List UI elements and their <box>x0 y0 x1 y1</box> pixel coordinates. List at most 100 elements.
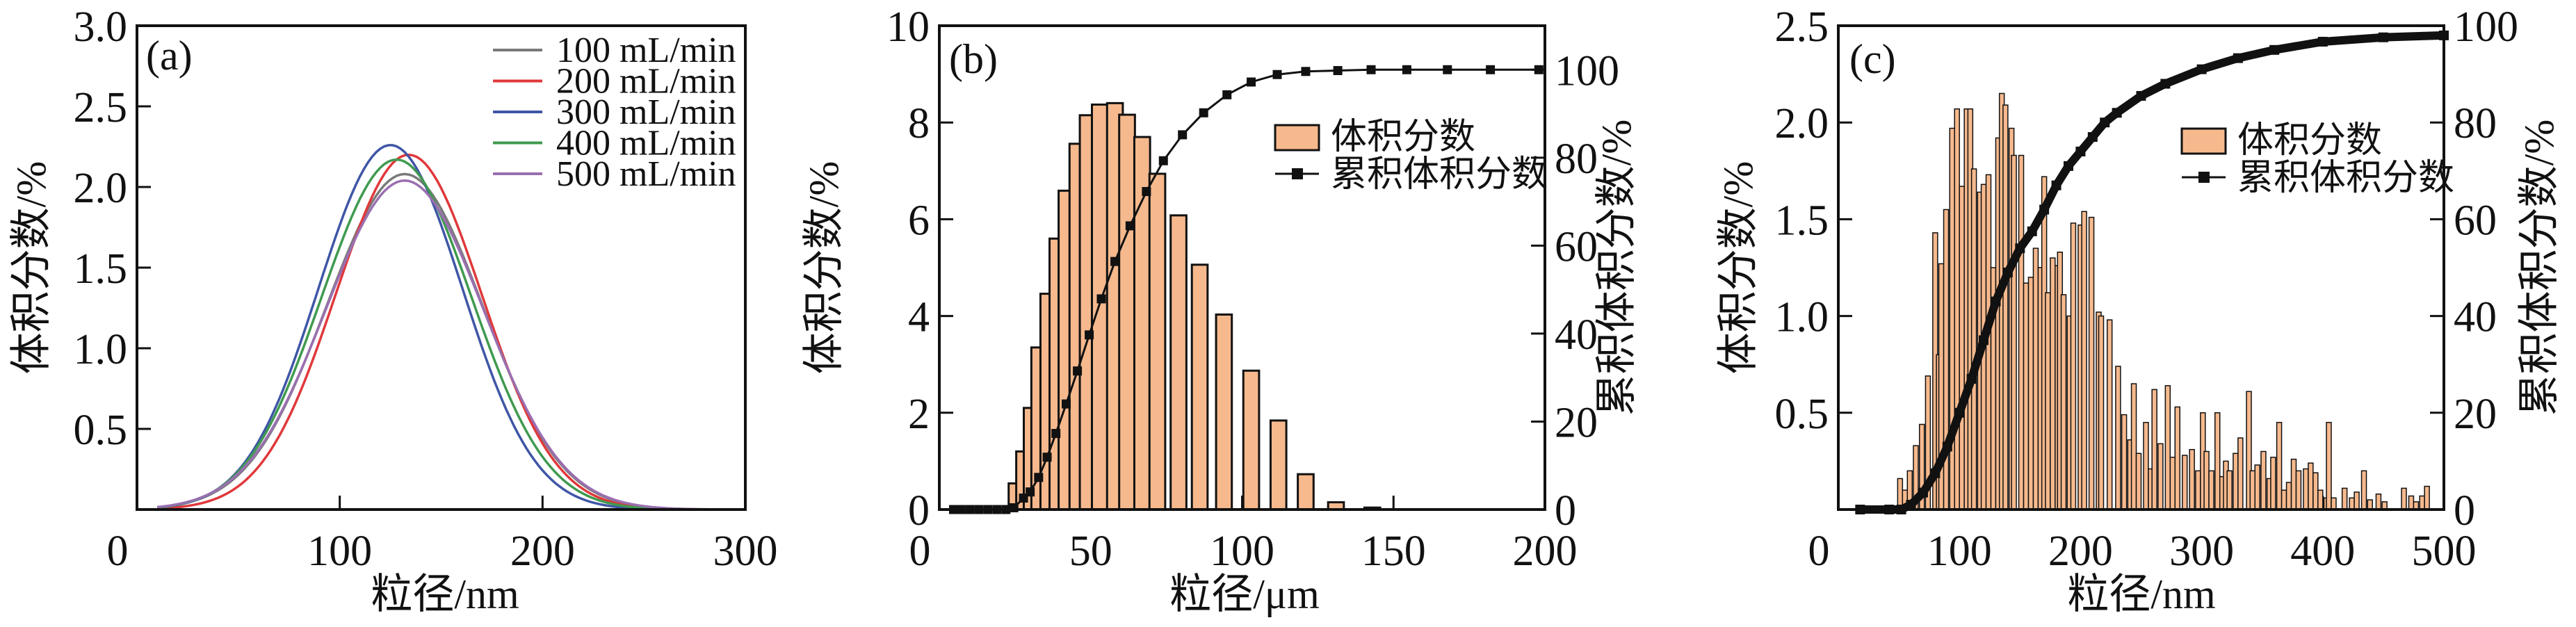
histogram-bar <box>2164 385 2171 510</box>
histogram-bar <box>2326 421 2332 510</box>
histogram-bar <box>2181 455 2188 510</box>
y-right-tick-label: 100 <box>2454 3 2518 51</box>
series-line-300 <box>157 144 745 511</box>
y-axis-right-label-c: 累积体积分数/% <box>2516 120 2562 416</box>
histogram-bar <box>2312 472 2319 510</box>
cumulative-marker <box>1061 399 1071 409</box>
y-tick-label: 1.0 <box>1775 294 1829 341</box>
histogram-bar <box>2121 414 2128 510</box>
cumulative-marker <box>1333 66 1343 76</box>
y-tick-label: 1.5 <box>74 245 128 293</box>
histogram-bar <box>2023 282 2030 510</box>
y-tick-label: 2.0 <box>1775 100 1829 147</box>
cumulative-marker <box>2317 36 2328 47</box>
histogram-bar <box>2249 470 2255 510</box>
histogram-bar <box>2208 470 2214 510</box>
legend-label: 200 mL/min <box>556 62 736 101</box>
y-right-tick-label: 40 <box>1555 311 1598 359</box>
y-right-tick-label: 60 <box>2454 197 2497 244</box>
cumulative-marker <box>2075 146 2086 156</box>
histogram-bar <box>2270 457 2276 510</box>
x-axis-label-a: 粒径/nm <box>371 571 519 617</box>
histogram-bar <box>2360 470 2367 510</box>
histogram-bar <box>1959 186 1965 510</box>
panel-c: 0 100 200 300 400 500 0.5 1.0 1.5 2.0 2.5 0 20 40 60 80… <box>1715 3 2562 617</box>
cumulative-marker <box>2160 79 2171 89</box>
cumulative-marker <box>2051 180 2061 190</box>
cumulative-marker <box>2378 32 2388 42</box>
cumulative-marker <box>1906 500 1916 510</box>
cumulative-marker <box>1178 130 1188 140</box>
histogram-bar <box>1269 419 1288 511</box>
y-tick-label: 4 <box>908 294 930 341</box>
cumulative-marker <box>2136 90 2146 101</box>
legend-label: 300 mL/min <box>556 92 736 132</box>
cumulative-marker <box>1199 108 1208 117</box>
histogram-bar <box>2018 154 2025 510</box>
legend-swatch-marker <box>2198 172 2210 183</box>
histogram-bar <box>2115 366 2121 510</box>
histogram-bar <box>2060 294 2067 510</box>
cumulative-marker <box>1009 503 1019 512</box>
x-tick-label: 0 <box>1808 528 1830 575</box>
histogram-bar <box>2281 489 2287 510</box>
histogram-bar <box>2401 487 2407 510</box>
histogram-bar <box>2169 457 2176 510</box>
axes-frame-c <box>1837 24 2445 511</box>
y-axis-label-b: 体积分数/% <box>801 161 847 375</box>
histogram-bar <box>2408 495 2415 510</box>
histogram-bar <box>2295 470 2302 510</box>
x-tick-label: 0 <box>107 528 129 575</box>
y-tick-label: 2 <box>908 391 930 438</box>
x-tick-label: 100 <box>1927 528 1992 575</box>
histogram-bar <box>2290 458 2297 510</box>
cumulative-marker <box>1443 65 1452 74</box>
histogram-bar <box>2419 495 2425 510</box>
histogram-bar <box>2081 211 2087 510</box>
histogram-bar <box>2367 499 2373 510</box>
histogram-bar <box>2254 464 2260 510</box>
cumulative-marker <box>1966 374 1977 384</box>
histogram-bar <box>1970 168 1977 510</box>
cumulative-marker <box>1222 90 1232 99</box>
panel-label-c: (c) <box>1849 36 1896 82</box>
x-tick-label: 300 <box>713 528 778 575</box>
y-right-tick-label: 100 <box>1555 47 1619 95</box>
histogram-bar <box>2011 154 2017 510</box>
legend-swatch-bars <box>2180 127 2227 155</box>
legend-label: 500 mL/min <box>556 154 736 194</box>
histogram-bar <box>2070 222 2077 510</box>
cumulative-marker <box>1402 65 1411 74</box>
histogram-bar <box>1148 172 1167 511</box>
cumulative-marker <box>2002 267 2013 277</box>
x-tick-label: 100 <box>1210 528 1274 575</box>
histogram-bar <box>2260 450 2267 510</box>
cumulative-marker <box>1073 366 1083 376</box>
y-tick-label: 10 <box>886 3 930 51</box>
y-tick-label: 2.5 <box>1775 3 1829 51</box>
cumulative-marker <box>1534 65 1544 74</box>
histogram-bar <box>2341 487 2348 510</box>
histogram-bar <box>1169 214 1188 511</box>
histogram-bar <box>2098 315 2105 510</box>
y-tick-label: 1.5 <box>1775 197 1829 244</box>
series-line-500 <box>156 179 746 511</box>
x-tick-label: 0 <box>909 528 931 575</box>
histogram-bar <box>2276 421 2283 510</box>
cumulative-marker <box>1051 429 1061 439</box>
y-axis-label-c: 体积分数/% <box>1715 161 1761 375</box>
histogram-bar <box>2331 497 2337 510</box>
legend-label-line: 累积体积分数 <box>1331 155 1548 195</box>
histogram-bar <box>1090 103 1109 511</box>
cumulative-marker <box>1272 70 1282 79</box>
histogram-bar <box>2088 216 2095 510</box>
y-right-tick-label: 0 <box>2454 487 2475 535</box>
panel-label-a: (a) <box>146 33 193 79</box>
histogram-bar <box>2375 493 2382 510</box>
series-line-100 <box>157 172 745 511</box>
panel-a: 0 100 200 300 0.5 1.0 1.5 2.0 2.5 3.0 (a) 粒径/nm 体… <box>8 3 778 617</box>
cumulative-marker <box>1301 67 1311 76</box>
cumulative-marker <box>1918 487 1928 498</box>
axes-frame-b <box>938 24 1546 511</box>
histogram-bar <box>2237 437 2244 510</box>
